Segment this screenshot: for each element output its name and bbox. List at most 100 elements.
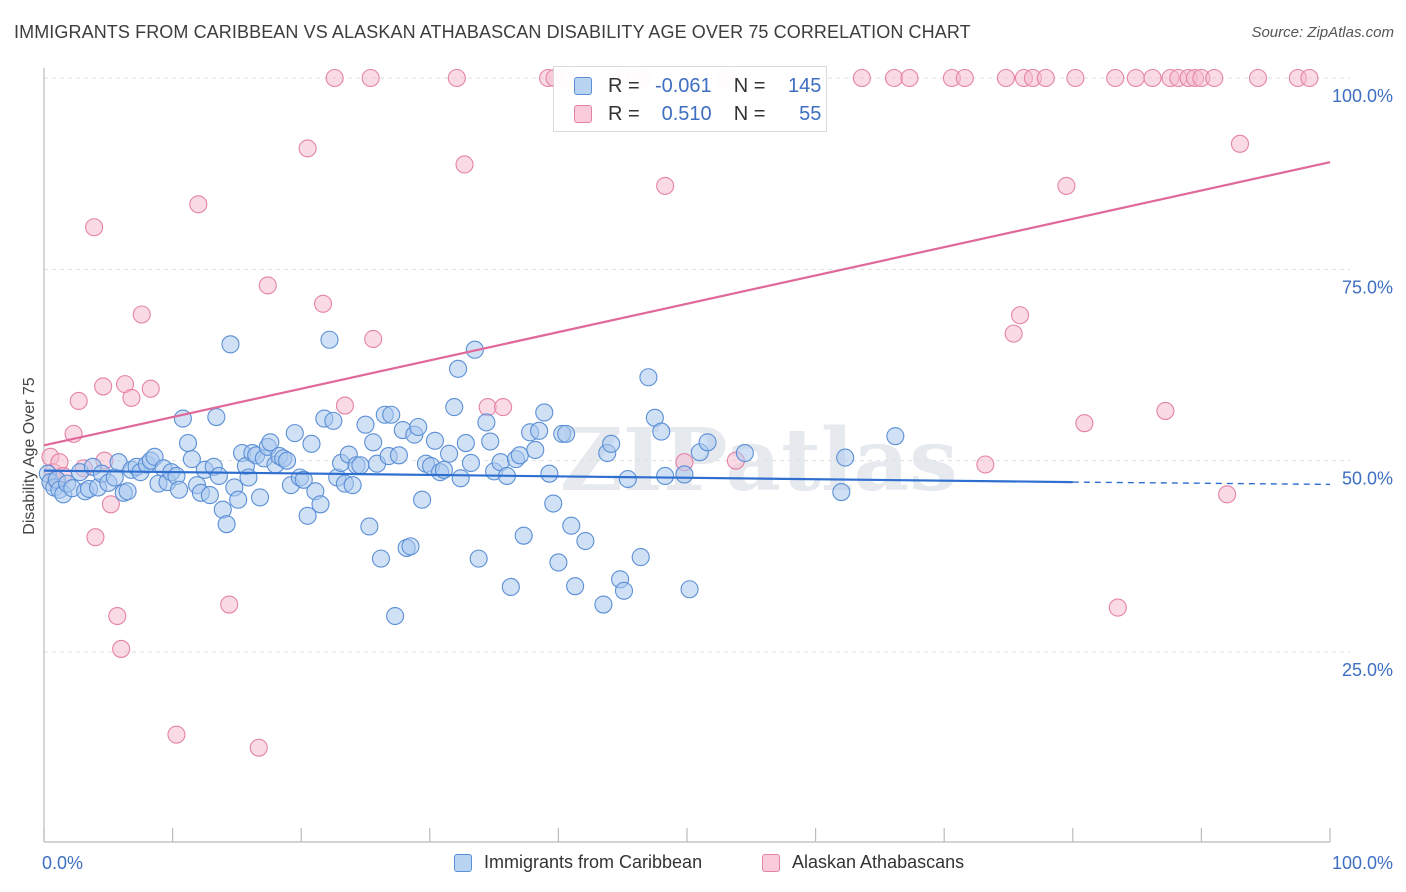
data-point: [557, 424, 576, 443]
data-point: [514, 526, 533, 545]
data-point: [447, 68, 466, 88]
data-point: [278, 451, 297, 470]
data-point: [562, 516, 581, 535]
legend-row-caribbean: R = -0.061 N = 145: [574, 73, 821, 99]
data-point: [884, 68, 904, 88]
data-point: [425, 431, 444, 450]
data-point: [652, 422, 671, 441]
n-label: N =: [733, 102, 766, 125]
trend-line-caribbean-extension: [1072, 481, 1331, 486]
data-point: [449, 359, 468, 378]
data-point: [456, 434, 475, 453]
data-point: [501, 577, 520, 596]
data-point: [401, 537, 420, 556]
data-point: [324, 411, 343, 430]
data-point: [178, 434, 198, 453]
data-point: [217, 515, 236, 534]
r-value: 0.510: [661, 102, 712, 125]
data-point: [189, 195, 208, 214]
data-point: [294, 470, 313, 489]
chart-title: IMMIGRANTS FROM CARIBBEAN VS ALASKAN ATH…: [14, 22, 971, 42]
data-point: [285, 424, 304, 443]
data-point: [314, 294, 333, 313]
data-point: [886, 427, 905, 446]
data-point: [311, 495, 330, 514]
data-point: [200, 486, 219, 505]
data-point: [1004, 324, 1023, 343]
data-point: [249, 738, 268, 757]
data-point: [614, 581, 634, 600]
data-point: [478, 398, 497, 417]
n-value: 145: [788, 74, 822, 97]
legend-swatch-pink: [762, 853, 780, 872]
data-point: [343, 476, 362, 495]
data-point: [386, 606, 405, 626]
data-point: [1011, 306, 1030, 325]
data-point: [364, 433, 383, 452]
grid-lines: [44, 77, 1350, 653]
data-point: [698, 433, 717, 452]
data-point: [209, 466, 228, 486]
data-point: [351, 456, 370, 475]
data-point: [549, 553, 568, 572]
data-point: [656, 176, 675, 195]
legend-item-caribbean[interactable]: Immigrants from Caribbean: [454, 852, 702, 873]
data-point: [455, 155, 474, 174]
data-point: [656, 466, 675, 486]
data-point: [1108, 598, 1127, 617]
data-point: [335, 396, 354, 415]
data-point: [239, 468, 258, 487]
data-point: [382, 405, 401, 424]
data-point: [735, 443, 754, 463]
data-point: [535, 403, 554, 422]
data-point: [602, 434, 621, 453]
data-point: [1205, 68, 1224, 88]
data-point: [94, 377, 113, 396]
data-point: [955, 68, 974, 88]
x-tick-label: 100.0%: [1332, 853, 1393, 873]
data-point: [445, 398, 464, 417]
data-point: [576, 531, 595, 551]
data-point: [451, 469, 470, 488]
data-point: [494, 398, 513, 417]
data-point: [544, 494, 563, 513]
data-point: [1300, 68, 1319, 88]
data-point: [631, 548, 650, 567]
data-point: [141, 379, 160, 398]
data-point: [389, 446, 408, 465]
data-point: [132, 305, 151, 324]
data-point: [258, 276, 277, 295]
data-point: [618, 469, 637, 489]
data-point: [207, 407, 226, 427]
data-point: [1143, 68, 1162, 88]
legend-item-athabascan[interactable]: Alaskan Athabascans: [762, 852, 964, 873]
tick-labels: 25.0% 50.0% 75.0% 100.0% 0.0% 100.0%: [42, 86, 1393, 873]
data-point: [320, 330, 339, 349]
data-point: [371, 549, 390, 568]
legend-swatch-blue: [574, 77, 592, 95]
data-point: [1057, 176, 1076, 195]
data-point: [510, 446, 529, 465]
data-point: [836, 448, 855, 467]
data-point: [361, 68, 380, 88]
legend-row-athabascan: R = 0.510 N = 55: [574, 101, 821, 127]
data-point: [996, 68, 1015, 88]
data-point: [1218, 485, 1237, 504]
data-point: [356, 415, 375, 434]
data-point: [852, 68, 871, 88]
data-point: [360, 517, 379, 536]
n-label: N =: [733, 74, 766, 97]
data-point: [530, 421, 549, 440]
y-tick-label: 100.0%: [1332, 86, 1393, 106]
data-point: [566, 577, 585, 596]
data-point: [461, 453, 481, 473]
trend-line-caribbean: [43, 469, 1073, 484]
data-point: [261, 433, 280, 452]
legend-label: Immigrants from Caribbean: [484, 852, 703, 872]
trend-lines: [43, 161, 1331, 486]
r-label: R =: [608, 74, 640, 97]
data-point: [85, 218, 104, 237]
data-point: [325, 68, 344, 88]
data-point: [1248, 68, 1268, 88]
legend-swatch-pink: [574, 105, 592, 123]
